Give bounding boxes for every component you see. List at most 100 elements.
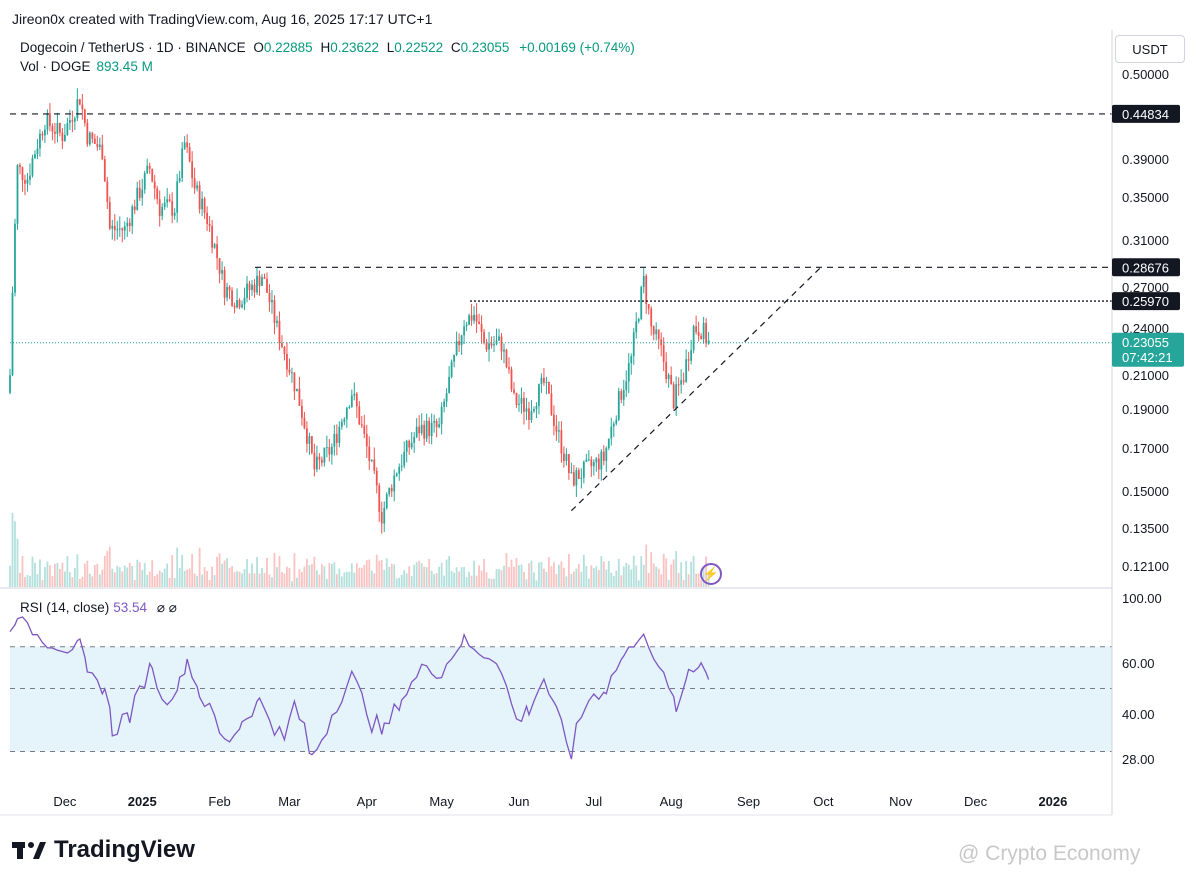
candle-body (19, 165, 21, 168)
volume-bar (510, 559, 513, 587)
volume-bar (93, 564, 96, 587)
candle-body (310, 436, 313, 453)
tradingview-brand: TradingView (54, 836, 195, 863)
volume-bar (355, 563, 358, 587)
candle-body (393, 475, 396, 492)
candle-body (682, 380, 685, 382)
volume-bar (158, 570, 161, 587)
volume-bar (597, 569, 600, 587)
candle-body (652, 326, 655, 335)
candle-body (238, 300, 241, 308)
candle-body (453, 354, 456, 362)
volume-bar (323, 566, 326, 587)
volume-bar (685, 560, 688, 587)
volume-bar (68, 572, 71, 587)
volume-value: 893.45 M (96, 59, 153, 74)
candle-body (383, 508, 386, 524)
candle-body (268, 292, 271, 303)
candle-body (46, 113, 49, 130)
volume-bar (151, 560, 154, 587)
candle-body (16, 165, 19, 224)
volume-bar (520, 564, 523, 587)
volume-bar (198, 547, 201, 587)
lightning-icon[interactable]: ⚡ (700, 563, 722, 585)
volume-bar (647, 572, 650, 587)
volume-bar (333, 562, 336, 587)
volume-bar (680, 562, 683, 587)
candle-body (113, 225, 116, 231)
volume-bar (228, 567, 231, 587)
candle-body (138, 187, 141, 198)
candle-body (657, 329, 660, 340)
candle-body (236, 300, 238, 308)
volume-bar (637, 580, 640, 587)
candle-body (178, 178, 181, 182)
change-value: +0.00169 (+0.74%) (519, 40, 635, 55)
volume-bar (36, 574, 39, 587)
volume-bar (345, 571, 348, 587)
rsi-label[interactable]: RSI (14, close) (20, 600, 110, 615)
candle-body (315, 456, 318, 470)
candle-body (415, 426, 418, 437)
volume-bar (320, 564, 323, 587)
candle-body (96, 143, 99, 148)
volume-bar (360, 567, 363, 587)
volume-bar (368, 559, 371, 587)
candle-body (286, 354, 288, 370)
volume-bar (143, 563, 146, 587)
volume-bar (635, 565, 638, 587)
volume-bar (602, 561, 605, 587)
symbol-name[interactable]: Dogecoin / TetherUS · 1D · BINANCE (20, 40, 246, 55)
volume-bar (488, 578, 490, 587)
candle-body (146, 165, 149, 173)
candle-body (323, 447, 326, 463)
candle-body (355, 393, 358, 407)
candle-body (498, 336, 500, 341)
candle-body (221, 270, 223, 274)
candle-body (450, 361, 453, 377)
candle-body (136, 187, 139, 211)
volume-bar (253, 573, 256, 587)
volume-bar (428, 558, 431, 587)
volume-bar (338, 568, 341, 587)
candle-body (625, 381, 628, 391)
candle-body (88, 132, 91, 145)
candle-body (61, 132, 64, 142)
candle-body (480, 323, 483, 332)
volume-bar (687, 574, 690, 587)
volume-bar (131, 566, 134, 587)
candle-body (587, 459, 590, 461)
volume-bar (66, 555, 69, 587)
candle-body (83, 109, 86, 124)
volume-bar (298, 569, 301, 587)
volume-label[interactable]: Vol · DOGE (20, 59, 91, 74)
volume-bar (281, 572, 283, 587)
volume-bar (503, 565, 505, 587)
candle-body (582, 461, 585, 478)
candle-body (705, 322, 708, 344)
candle-body (543, 377, 545, 383)
candle-body (617, 391, 620, 420)
candle-body (637, 319, 640, 322)
tradingview-logo[interactable]: TradingView (12, 836, 195, 864)
volume-bar (286, 566, 288, 587)
candle-body (156, 188, 159, 200)
currency-selector[interactable]: USDT (1115, 35, 1185, 63)
candle-body (333, 433, 336, 447)
rsi-line (9, 616, 710, 760)
candle-body (73, 118, 76, 122)
candle-body (306, 428, 308, 444)
time-tick-label: Oct (813, 794, 834, 809)
candle-body (528, 408, 530, 421)
candle-body (632, 332, 635, 357)
candle-body (405, 440, 408, 452)
candle-body (226, 286, 228, 298)
candle-body (558, 430, 560, 432)
candle-body (14, 223, 16, 293)
volume-bar (567, 554, 570, 587)
candle-body (116, 229, 119, 231)
candle-body (612, 423, 615, 427)
candle-body (86, 123, 89, 145)
candle-body (620, 391, 623, 400)
